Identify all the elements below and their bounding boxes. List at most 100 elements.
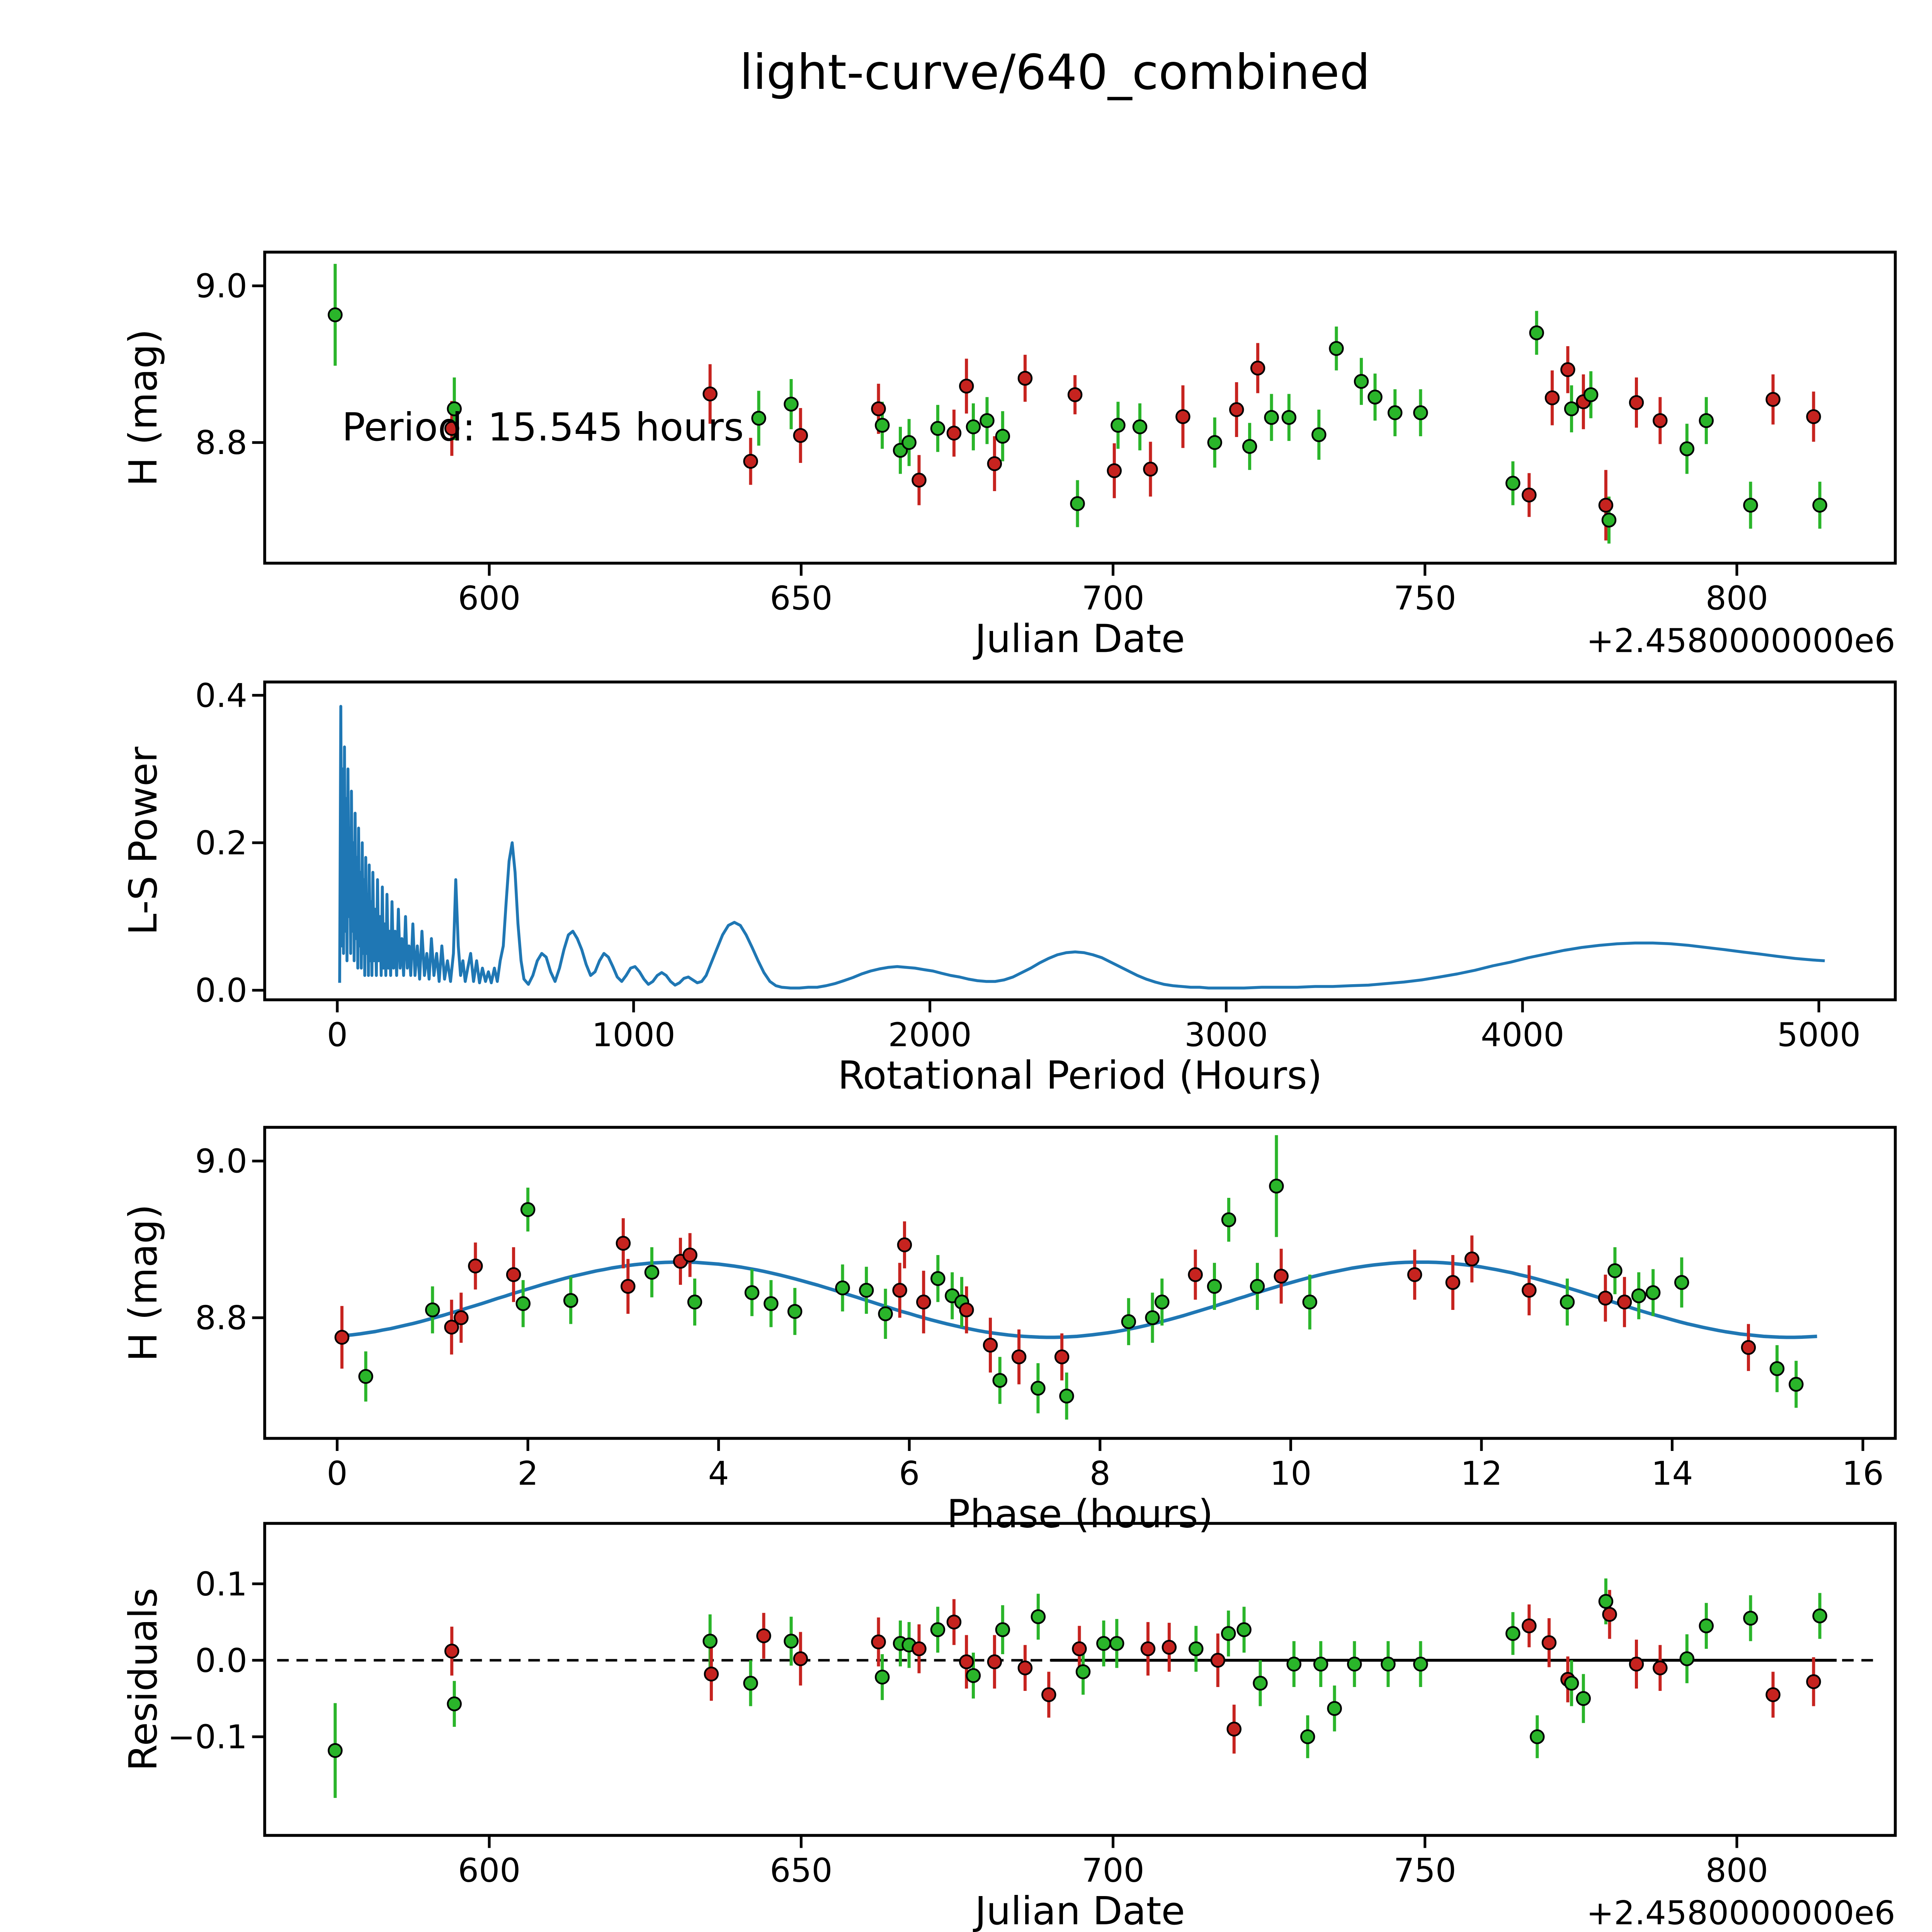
data-point (916, 1294, 931, 1310)
data-point (1560, 362, 1575, 377)
data-point (704, 1667, 719, 1682)
data-point (1188, 1267, 1203, 1282)
data-point (995, 1622, 1010, 1637)
data-point (930, 421, 946, 436)
x-axis-tick-label: 650 (770, 580, 832, 618)
data-point (1354, 374, 1369, 389)
data-point (1329, 341, 1344, 356)
x-axis-tick-label: 700 (1082, 580, 1144, 618)
data-point (1207, 1279, 1222, 1294)
panel-border (263, 1126, 1897, 1440)
x-axis-tick-label: 10 (1270, 1455, 1311, 1493)
data-point (1445, 1275, 1461, 1290)
data-point (1699, 1618, 1714, 1633)
data-point (1327, 1701, 1342, 1716)
data-point (1529, 325, 1544, 340)
data-point (644, 1265, 660, 1280)
data-point (901, 435, 917, 450)
data-point (966, 419, 981, 434)
data-point (1789, 1377, 1804, 1392)
data-point (959, 378, 974, 394)
y-axis-tick-label: 8.8 (195, 424, 247, 462)
data-point (1765, 392, 1781, 407)
data-point (1111, 418, 1126, 433)
x-axis-tick-label: 700 (1082, 1852, 1144, 1890)
data-point (959, 1654, 974, 1669)
data-point (1653, 1660, 1668, 1675)
data-point (1281, 410, 1297, 425)
data-point (1607, 1263, 1622, 1278)
x-axis-tick-label: 1000 (592, 1016, 675, 1054)
data-point (702, 386, 718, 401)
x-axis-tick-label: 600 (458, 580, 520, 618)
data-point (959, 1302, 974, 1318)
data-point (1631, 1288, 1646, 1303)
data-point (1653, 413, 1668, 428)
data-point (506, 1267, 521, 1282)
data-point (1617, 1294, 1632, 1310)
x-axis-tick-label: 2 (517, 1455, 538, 1493)
data-point (912, 473, 927, 488)
data-point (987, 1654, 1002, 1669)
data-point (454, 1310, 469, 1325)
data-point (1812, 498, 1827, 513)
x-axis-tick-label: 0 (327, 1016, 348, 1054)
data-point (702, 1634, 718, 1649)
data-point (1645, 1285, 1661, 1300)
data-point (1070, 496, 1085, 511)
data-point (447, 401, 462, 417)
axis-offset-text: +2.4580000000e6 (1587, 1894, 1896, 1932)
y-axis-label: H (mag) (121, 329, 166, 486)
data-point (1313, 1656, 1328, 1672)
data-point (1530, 1729, 1545, 1744)
data-point (751, 411, 766, 426)
data-point (784, 396, 799, 412)
data-point (1576, 1691, 1591, 1706)
data-point (616, 1236, 631, 1251)
data-point (1189, 1641, 1204, 1656)
data-point (358, 1369, 373, 1384)
data-point (1505, 476, 1520, 491)
data-point (1741, 1340, 1756, 1355)
data-point (1059, 1388, 1074, 1404)
x-axis-label: Rotational Period (Hours) (838, 1053, 1322, 1098)
data-point (1347, 1656, 1362, 1672)
x-axis-tick-label: 12 (1461, 1455, 1502, 1493)
data-point (1413, 405, 1428, 420)
data-point (334, 1330, 350, 1345)
data-point (787, 1304, 803, 1319)
data-point (1583, 387, 1599, 402)
y-axis-tick-label: 9.0 (195, 267, 247, 306)
data-point (1221, 1626, 1236, 1641)
x-axis-label: Julian Date (973, 1888, 1185, 1932)
x-axis-tick-label: 800 (1706, 1852, 1768, 1890)
axis-offset-text: +2.4580000000e6 (1587, 622, 1896, 660)
data-point (1132, 419, 1148, 434)
data-point (1145, 1310, 1160, 1325)
data-point (1041, 1687, 1056, 1702)
data-point (1067, 387, 1083, 402)
x-axis-tick-label: 4000 (1481, 1016, 1564, 1054)
data-point (1629, 1656, 1644, 1672)
data-point (1264, 410, 1279, 425)
data-point (784, 1634, 799, 1649)
y-axis-tick-label: 0.0 (195, 1642, 247, 1680)
data-point (1054, 1349, 1070, 1364)
data-point (1210, 1653, 1226, 1668)
data-point (793, 428, 808, 443)
data-point (992, 1373, 1007, 1388)
data-point (1017, 371, 1033, 386)
data-point (1381, 1656, 1396, 1672)
x-axis-tick-label: 16 (1842, 1455, 1884, 1493)
data-point (987, 456, 1002, 471)
data-point (1250, 361, 1265, 376)
data-point (764, 1296, 779, 1311)
data-point (1367, 389, 1383, 405)
data-point (687, 1294, 702, 1310)
data-point (892, 1283, 907, 1298)
data-point (1743, 498, 1758, 513)
data-point (1269, 1179, 1284, 1194)
data-point (1143, 461, 1158, 477)
x-axis-tick-label: 5000 (1777, 1016, 1861, 1054)
